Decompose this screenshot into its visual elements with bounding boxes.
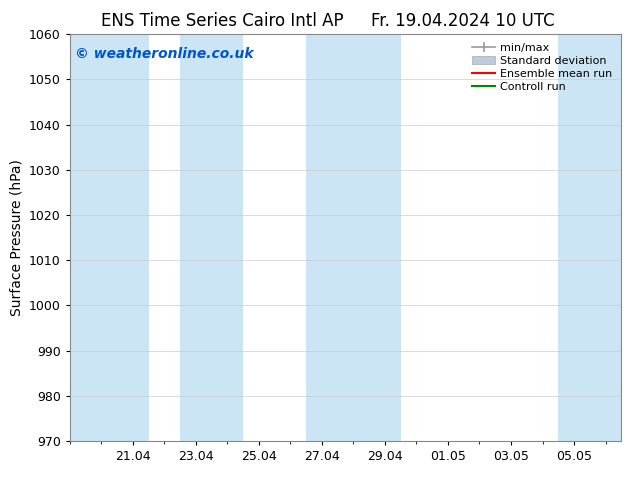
Y-axis label: Surface Pressure (hPa): Surface Pressure (hPa) — [10, 159, 23, 316]
Bar — [70, 34, 148, 441]
Bar — [306, 34, 401, 441]
Text: © weatheronline.co.uk: © weatheronline.co.uk — [75, 47, 254, 60]
Text: ENS Time Series Cairo Intl AP: ENS Time Series Cairo Intl AP — [101, 12, 343, 30]
Legend: min/max, Standard deviation, Ensemble mean run, Controll run: min/max, Standard deviation, Ensemble me… — [469, 40, 616, 95]
Text: Fr. 19.04.2024 10 UTC: Fr. 19.04.2024 10 UTC — [371, 12, 555, 30]
Bar — [180, 34, 243, 441]
Bar — [559, 34, 621, 441]
